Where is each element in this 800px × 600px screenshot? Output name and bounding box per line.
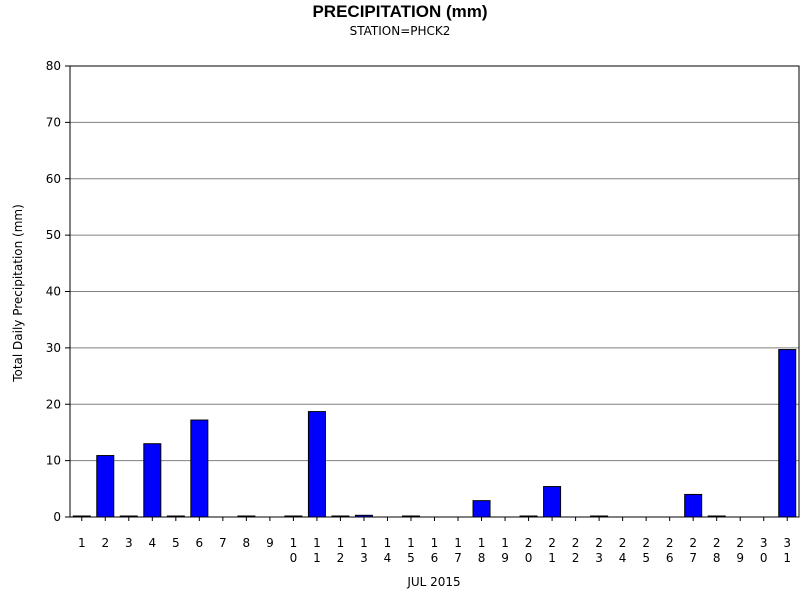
y-tick-label: 0	[53, 510, 61, 524]
bar	[96, 455, 115, 518]
chart-subtitle: STATION=PHCK2	[350, 24, 451, 38]
x-tick-label: 1	[78, 536, 86, 550]
x-tick-label: 2	[101, 536, 109, 550]
bar	[190, 419, 209, 518]
y-tick-label: 40	[46, 285, 61, 299]
x-tick-label: 4	[148, 536, 156, 550]
x-ticks: 1 2 3 4 5 6 7 8 9 1 01 11 21 31 41 51 61 71 81 92 02 12 22 32 42…	[78, 517, 791, 565]
x-axis-label: JUL 2015	[406, 575, 460, 589]
bar	[143, 443, 162, 518]
y-tick-label: 10	[46, 454, 61, 468]
y-tick-label: 80	[46, 59, 61, 73]
y-tick-label: 20	[46, 397, 61, 411]
gridlines	[70, 65, 799, 462]
x-tick-label: 6	[196, 536, 204, 550]
y-ticks: 0 10 20 30 40 50 60 70 80	[46, 59, 70, 524]
bar	[778, 349, 797, 518]
y-tick-label: 60	[46, 172, 61, 186]
x-tick-label: 3	[125, 536, 133, 550]
bar	[472, 500, 491, 518]
y-tick-label: 70	[46, 115, 61, 129]
chart-title: PRECIPITATION (mm)	[312, 2, 487, 21]
y-tick-label: 50	[46, 228, 61, 242]
x-tick-label: 8	[243, 536, 251, 550]
bars	[72, 349, 797, 518]
x-tick-label: 5	[172, 536, 180, 550]
bar	[307, 411, 326, 518]
bar	[684, 493, 703, 518]
y-axis-label: Total Daily Precipitation (mm)	[11, 204, 25, 383]
y-tick-label: 30	[46, 341, 61, 355]
x-tick-label: 9	[266, 536, 274, 550]
bar	[543, 486, 562, 518]
x-tick-label: 7	[219, 536, 227, 550]
